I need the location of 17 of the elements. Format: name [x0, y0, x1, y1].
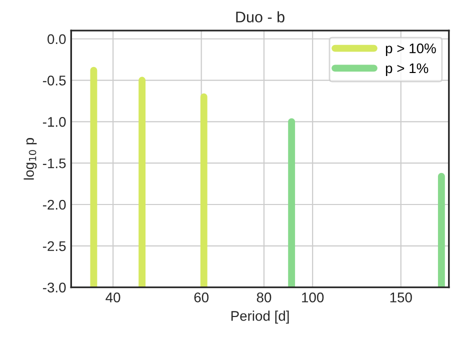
y-tick-label: -1.5 — [42, 158, 66, 168]
y-axis-title: log$_{10}$ p — [24, 138, 37, 180]
y-tick-label: -1.0 — [42, 117, 66, 127]
chart-title: Duo - b — [236, 11, 284, 22]
x-tick-label: 40 — [106, 292, 120, 302]
y-tick-label: -2.5 — [42, 241, 66, 252]
x-tick-label: 80 — [256, 292, 272, 302]
legend-label: p > 10% — [386, 43, 436, 56]
y-tick-label: -0.5 — [42, 76, 66, 86]
y-tick-label: 0.0 — [48, 34, 66, 44]
y-tick-label: -3.0 — [42, 282, 66, 292]
x-tick-label: 100 — [302, 292, 324, 302]
x-tick-label: 60 — [194, 292, 209, 302]
y-tick-label: -2.0 — [42, 200, 66, 210]
x-tick-label: 150 — [390, 292, 412, 302]
x-axis-title: Period [d] — [231, 310, 289, 324]
legend-label: p > 1% — [386, 63, 428, 76]
